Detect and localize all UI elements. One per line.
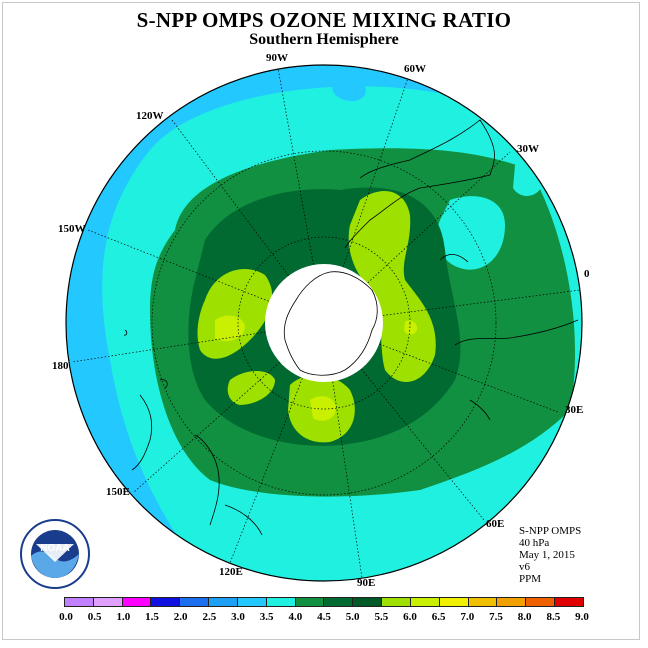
colorbar-tick-label: 1.5 xyxy=(145,611,159,623)
map-subtitle: Southern Hemisphere xyxy=(249,31,399,48)
info-version: v6 xyxy=(519,561,530,573)
colorbar-tick-label: 0.0 xyxy=(59,611,73,623)
info-date: May 1, 2015 xyxy=(519,549,575,561)
colorbar-tick-label: 0.5 xyxy=(87,611,102,623)
colorbar-tick-label: 2.5 xyxy=(202,611,217,623)
colorbar-swatch xyxy=(121,598,151,606)
lon-label-60e: 60E xyxy=(486,518,505,530)
colorbar-swatch xyxy=(323,598,353,606)
lon-label-180: 180 xyxy=(52,360,69,372)
lon-label-30w: 30W xyxy=(517,143,539,155)
noaa-logo: NOAA xyxy=(20,519,90,589)
lon-label-60w: 60W xyxy=(404,63,426,75)
yellow-west xyxy=(215,315,245,342)
colorbar-swatch xyxy=(92,598,122,606)
noaa-logo-text: NOAA xyxy=(40,543,69,554)
colorbar-swatch xyxy=(265,598,295,606)
colorbar-tick-label: 8.0 xyxy=(517,611,532,623)
colorbar-tick-label: 7.0 xyxy=(460,611,475,623)
colorbar-tick-label: 6.0 xyxy=(403,611,417,623)
info-instrument: S-NPP OMPS xyxy=(519,525,582,537)
colorbar-tick-label: 7.5 xyxy=(489,611,503,623)
colorbar-tick-label: 1.0 xyxy=(116,611,131,623)
lon-label-0: 0 xyxy=(584,268,590,280)
colorbar-swatch xyxy=(150,598,180,606)
lon-label-90e: 90E xyxy=(357,577,376,589)
yellow-east xyxy=(404,320,418,335)
colorbar-tick-label: 3.5 xyxy=(259,611,274,623)
map-border xyxy=(65,64,583,582)
colorbar-tick-label: 2.0 xyxy=(173,611,188,623)
yellow-south xyxy=(310,396,336,421)
lon-label-30e: 30E xyxy=(565,404,584,416)
colorbar-tick-label: 4.5 xyxy=(317,611,331,623)
coastlines xyxy=(123,119,579,536)
lon-label-120e: 120E xyxy=(219,566,243,578)
blue-patch-north xyxy=(330,73,366,102)
colorbar-swatch xyxy=(525,598,555,606)
colorbar-swatch xyxy=(236,598,266,606)
lon-label-120w: 120W xyxy=(136,110,164,122)
lon-label-150e: 150E xyxy=(106,486,130,498)
colorbar-swatch xyxy=(381,598,410,606)
colorbar-tick-label: 5.5 xyxy=(374,611,389,623)
colorbar-swatch xyxy=(294,598,324,606)
colorbar-tick-label: 9.0 xyxy=(575,611,589,623)
colorbar-tick-label: 3.0 xyxy=(231,611,245,623)
colorbar-tick-label: 5.0 xyxy=(345,611,360,623)
info-units: PPM xyxy=(519,573,542,585)
info-level: 40 hPa xyxy=(519,537,550,549)
colorbar-swatch xyxy=(409,598,439,606)
lon-label-90w: 90W xyxy=(266,52,288,64)
colorbar-swatch xyxy=(208,598,237,606)
colorbar-swatch xyxy=(65,598,93,606)
colorbar-swatch xyxy=(438,598,468,606)
colorbar-swatch xyxy=(554,598,583,606)
polar-no-data xyxy=(265,264,383,382)
colorbar-swatch xyxy=(179,598,209,606)
colorbar-tick-label: 8.5 xyxy=(546,611,561,623)
colorbar xyxy=(64,597,584,607)
colorbar-swatch xyxy=(352,598,382,606)
page-frame xyxy=(2,2,640,640)
info-block: S-NPP OMPS 40 hPa May 1, 2015 v6 PPM xyxy=(519,525,581,585)
map-title: S-NPP OMPS OZONE MIXING RATIO xyxy=(136,8,512,32)
lon-label-150w: 150W xyxy=(58,223,86,235)
colorbar-tick-label: 4.0 xyxy=(288,611,303,623)
lime-east xyxy=(348,191,436,382)
lime-sw xyxy=(227,371,275,405)
colorbar-swatch xyxy=(467,598,497,606)
colorbar-swatch xyxy=(496,598,526,606)
colorbar-tick-label: 6.5 xyxy=(431,611,446,623)
cyan-patch-east xyxy=(436,196,505,270)
colorbar-labels: 0.0 0.5 1.0 1.5 2.0 2.5 3.0 3.5 4.0 4.5 5.0 5.5 6.0 6… xyxy=(0,611,648,625)
